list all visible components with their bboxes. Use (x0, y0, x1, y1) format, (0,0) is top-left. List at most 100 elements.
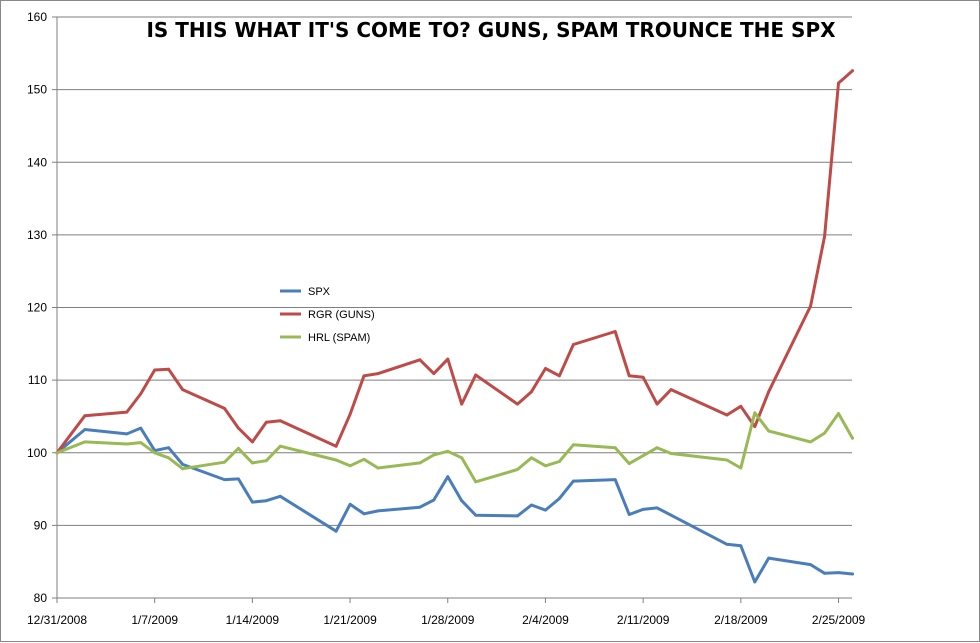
data-point (348, 464, 352, 468)
series-2 (55, 69, 854, 455)
data-point (460, 456, 464, 460)
data-point (167, 367, 171, 371)
data-point (558, 374, 561, 378)
x-tick-label: 1/14/2009 (226, 613, 280, 627)
x-tick-label: 2/4/2009 (522, 613, 569, 627)
data-point (125, 410, 129, 414)
data-point (753, 411, 757, 415)
series-layer (55, 69, 854, 584)
x-tick-label: 1/21/2009 (323, 613, 377, 627)
data-point (348, 502, 352, 506)
data-point (767, 390, 771, 394)
data-point (725, 413, 729, 417)
y-tick-label: 150 (27, 83, 47, 97)
data-point (725, 458, 729, 462)
data-point (167, 456, 171, 460)
data-point (181, 388, 185, 391)
data-point (851, 436, 854, 440)
series-line (55, 426, 854, 584)
data-point (278, 494, 282, 498)
legend-label: HRL (SPAM) (308, 332, 370, 344)
data-point (362, 374, 366, 378)
data-point (181, 467, 185, 471)
data-point (837, 571, 840, 574)
data-point (376, 466, 380, 470)
chart-title: IS THIS WHAT IT'S COME TO? GUNS, SPAM TR… (146, 18, 836, 42)
y-tick-label: 90 (34, 518, 48, 532)
data-point (739, 404, 743, 408)
data-point (474, 513, 478, 517)
data-point (641, 375, 645, 379)
data-point (530, 503, 533, 507)
data-point (641, 454, 645, 458)
data-point (544, 508, 547, 512)
data-point (809, 304, 812, 308)
data-point (432, 453, 436, 457)
data-point (362, 512, 366, 516)
data-point (376, 509, 380, 513)
x-tick-label: 2/25/2009 (812, 613, 866, 627)
data-point (334, 529, 338, 533)
data-point (432, 498, 436, 502)
data-point (474, 480, 478, 484)
data-point (572, 343, 575, 346)
data-point (669, 452, 673, 455)
data-point (223, 460, 226, 464)
data-point (223, 478, 226, 481)
data-point (641, 508, 645, 511)
data-point (223, 407, 226, 410)
axis-layer: 80 90 100 110 120 130 140 150 160 12/31/2008 1/7/2… (27, 10, 866, 627)
data-point (627, 513, 631, 516)
data-point (474, 373, 478, 377)
data-point (334, 458, 338, 462)
data-point (558, 460, 561, 463)
data-point (348, 412, 352, 416)
y-tick-label: 120 (27, 301, 47, 315)
data-point (251, 440, 254, 444)
data-point (460, 402, 464, 406)
data-point (139, 392, 143, 396)
data-point (278, 419, 282, 423)
data-point (809, 563, 812, 566)
data-point (418, 358, 422, 362)
legend-label: RGR (GUNS) (308, 309, 375, 321)
data-point (837, 81, 840, 85)
data-point (83, 428, 87, 431)
data-point (181, 463, 185, 466)
data-point (753, 580, 757, 584)
data-point (237, 477, 240, 481)
data-point (544, 367, 547, 370)
data-point (83, 440, 87, 444)
data-point (767, 556, 771, 560)
data-point (823, 571, 826, 575)
data-point (516, 468, 519, 471)
data-point (446, 357, 450, 361)
data-point (725, 542, 729, 546)
data-point (809, 440, 812, 444)
data-point (530, 456, 533, 460)
series-line (55, 411, 854, 484)
data-point (83, 414, 87, 418)
legend-label: SPX (308, 286, 331, 298)
data-point (251, 500, 254, 504)
data-point (264, 499, 268, 503)
data-point (516, 402, 519, 406)
x-tick-label: 2/11/2009 (617, 613, 670, 627)
data-point (264, 459, 268, 463)
data-point (837, 412, 840, 415)
data-point (153, 368, 157, 372)
data-point (739, 544, 743, 548)
data-point (55, 451, 59, 455)
data-point (655, 506, 659, 510)
grid-layer (57, 16, 852, 526)
data-point (446, 475, 450, 479)
data-point (572, 443, 575, 447)
data-point (125, 442, 129, 446)
y-tick-label: 80 (34, 591, 48, 605)
data-point (627, 374, 631, 378)
data-point (655, 402, 659, 406)
data-point (167, 446, 171, 450)
data-point (376, 372, 380, 375)
x-tick-label: 1/28/2009 (421, 613, 475, 627)
